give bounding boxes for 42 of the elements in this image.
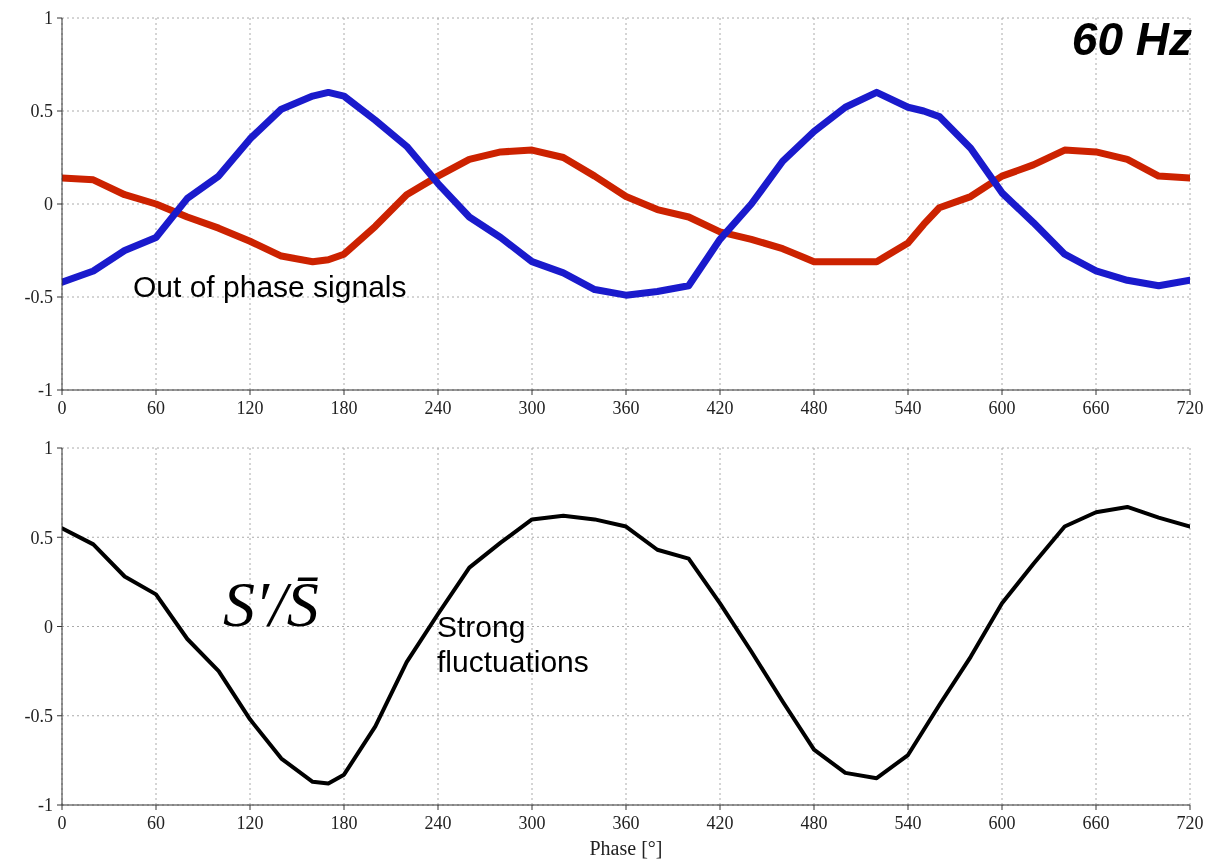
annotation: 60 Hz: [1071, 12, 1192, 66]
x-tick-label: 600: [988, 397, 1016, 418]
y-tick-label: -0.5: [24, 287, 53, 308]
x-tick-label: 420: [706, 397, 734, 418]
y-tick-label: 0: [44, 616, 53, 637]
x-tick-label: 720: [1176, 812, 1204, 833]
x-axis-title: Phase [°]: [589, 837, 663, 859]
x-tick-label: 300: [518, 397, 546, 418]
x-tick-label: 480: [800, 812, 828, 833]
y-tick-label: -1: [38, 795, 53, 816]
x-tick-label: 420: [706, 812, 734, 833]
x-tick-label: 300: [518, 812, 546, 833]
x-tick-label: 240: [424, 397, 452, 418]
x-tick-label: 0: [57, 812, 67, 833]
x-tick-label: 720: [1176, 397, 1204, 418]
y-tick-label: 1: [44, 8, 53, 29]
x-tick-label: 120: [236, 812, 264, 833]
x-tick-label: 60: [147, 812, 165, 833]
y-tick-label: -1: [38, 380, 53, 401]
x-tick-label: 60: [147, 397, 165, 418]
x-tick-label: 180: [330, 812, 358, 833]
x-tick-label: 480: [800, 397, 828, 418]
x-tick-label: 540: [894, 812, 922, 833]
y-tick-label: 0.5: [30, 101, 53, 122]
annotation: Out of phase signals: [133, 270, 407, 304]
y-tick-label: -0.5: [24, 706, 53, 727]
y-tick-label: 0: [44, 194, 53, 215]
x-tick-label: 120: [236, 397, 264, 418]
x-tick-label: 360: [612, 397, 640, 418]
x-tick-label: 0: [57, 397, 67, 418]
x-tick-label: 240: [424, 812, 452, 833]
y-tick-label: 1: [44, 438, 53, 459]
annotation: Strong fluctuations: [437, 610, 590, 679]
x-tick-label: 540: [894, 397, 922, 418]
x-tick-label: 180: [330, 397, 358, 418]
y-tick-label: 0.5: [30, 527, 53, 548]
annotation: S′/S̄: [223, 568, 319, 642]
x-tick-label: 660: [1082, 397, 1110, 418]
x-tick-label: 660: [1082, 812, 1110, 833]
line-series: [62, 504, 1190, 786]
x-tick-label: 360: [612, 812, 640, 833]
x-tick-label: 600: [988, 812, 1016, 833]
